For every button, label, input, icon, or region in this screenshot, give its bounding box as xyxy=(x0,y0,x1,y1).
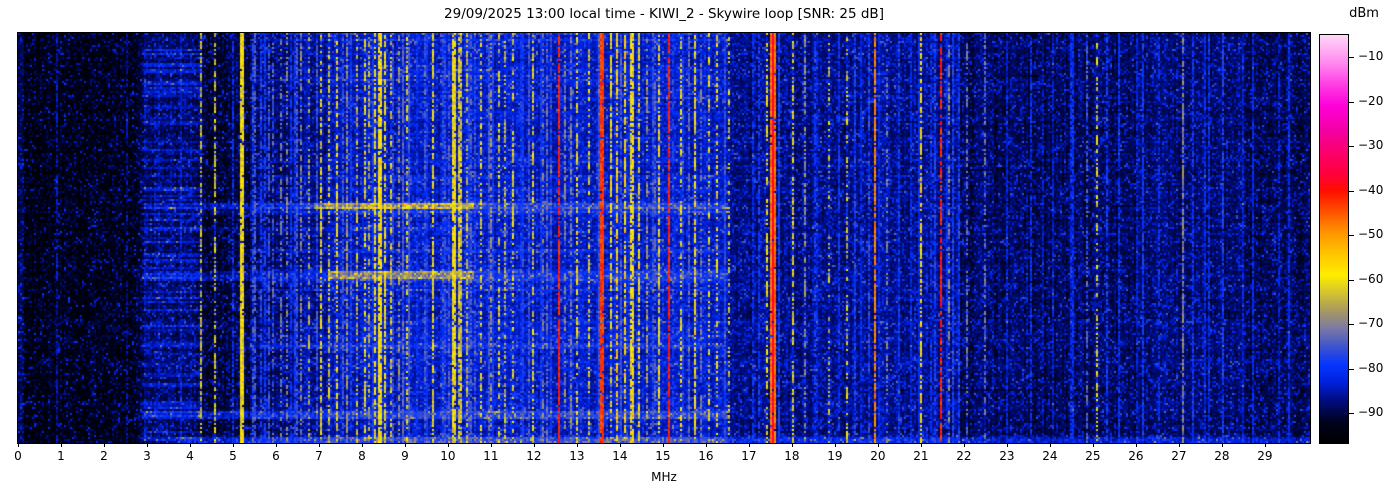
colorbar-tick-mark xyxy=(1349,101,1354,103)
x-tick-mark xyxy=(1264,443,1266,447)
x-tick-label: 9 xyxy=(401,449,409,463)
colorbar-tick-label: −90 xyxy=(1358,405,1384,420)
x-tick-label: 28 xyxy=(1214,449,1230,463)
x-tick-mark xyxy=(834,443,836,447)
colorbar-tick-label: −50 xyxy=(1358,227,1384,242)
colorbar-tick-label: −80 xyxy=(1358,360,1384,375)
x-tick-mark xyxy=(189,443,191,447)
x-tick-label: 12 xyxy=(526,449,542,463)
x-tick-label: 24 xyxy=(1042,449,1058,463)
x-tick-mark xyxy=(877,443,879,447)
colorbar-tick-label: −70 xyxy=(1358,316,1384,331)
plot-title: 29/09/2025 13:00 local time - KIWI_2 - S… xyxy=(444,6,884,22)
x-tick-label: 27 xyxy=(1171,449,1187,463)
x-tick-label: 6 xyxy=(272,449,280,463)
colorbar-tick-mark xyxy=(1349,190,1354,192)
x-tick-label: 8 xyxy=(358,449,366,463)
x-tick-mark xyxy=(490,443,492,447)
x-tick-label: 3 xyxy=(143,449,151,463)
x-tick-label: 23 xyxy=(999,449,1015,463)
x-axis-label: MHz xyxy=(651,470,677,484)
x-tick-label: 4 xyxy=(186,449,194,463)
colorbar xyxy=(1319,34,1349,444)
x-tick-mark xyxy=(662,443,664,447)
x-tick-mark xyxy=(361,443,363,447)
colorbar-tick-mark xyxy=(1349,57,1354,59)
colorbar-title: dBm xyxy=(1349,6,1379,21)
x-tick-mark xyxy=(18,443,19,447)
x-tick-mark xyxy=(576,443,578,447)
x-tick-label: 22 xyxy=(956,449,972,463)
x-tick-mark xyxy=(920,443,922,447)
colorbar-tick-mark xyxy=(1349,368,1354,370)
x-tick-mark xyxy=(619,443,621,447)
x-tick-mark xyxy=(146,443,148,447)
x-tick-label: 17 xyxy=(741,449,757,463)
x-tick-label: 18 xyxy=(784,449,800,463)
x-tick-mark xyxy=(1092,443,1094,447)
waterfall-canvas xyxy=(18,33,1310,443)
x-tick-label: 2 xyxy=(100,449,108,463)
x-tick-label: 7 xyxy=(315,449,323,463)
x-tick-mark xyxy=(232,443,234,447)
x-tick-mark xyxy=(791,443,793,447)
colorbar-tick-mark xyxy=(1349,413,1354,415)
colorbar-tick-mark xyxy=(1349,235,1354,237)
colorbar-tick-mark xyxy=(1349,324,1354,326)
x-tick-mark xyxy=(1135,443,1137,447)
x-tick-mark xyxy=(1049,443,1051,447)
x-tick-label: 19 xyxy=(827,449,843,463)
x-tick-label: 15 xyxy=(655,449,671,463)
colorbar-tick-mark xyxy=(1349,279,1354,281)
x-tick-mark xyxy=(1178,443,1180,447)
colorbar-tick-label: −10 xyxy=(1358,49,1384,64)
waterfall-plot xyxy=(17,32,1311,444)
x-tick-label: 26 xyxy=(1128,449,1144,463)
x-tick-mark xyxy=(275,443,277,447)
x-tick-label: 29 xyxy=(1257,449,1273,463)
x-tick-mark xyxy=(447,443,449,447)
x-tick-mark xyxy=(404,443,406,447)
x-tick-mark xyxy=(1221,443,1223,447)
x-tick-mark xyxy=(318,443,320,447)
colorbar-canvas xyxy=(1320,35,1348,443)
colorbar-tick-label: −40 xyxy=(1358,182,1384,197)
x-tick-mark xyxy=(963,443,965,447)
x-tick-label: 25 xyxy=(1085,449,1101,463)
x-tick-label: 11 xyxy=(483,449,499,463)
colorbar-tick-mark xyxy=(1349,146,1354,148)
x-tick-mark xyxy=(60,443,62,447)
x-tick-label: 20 xyxy=(870,449,886,463)
x-tick-label: 14 xyxy=(612,449,628,463)
x-tick-mark xyxy=(103,443,105,447)
x-tick-mark xyxy=(748,443,750,447)
colorbar-tick-label: −60 xyxy=(1358,271,1384,286)
x-tick-label: 5 xyxy=(229,449,237,463)
x-tick-label: 0 xyxy=(14,449,22,463)
x-tick-label: 21 xyxy=(913,449,929,463)
x-tick-mark xyxy=(533,443,535,447)
colorbar-tick-label: −30 xyxy=(1358,138,1384,153)
x-tick-label: 16 xyxy=(698,449,714,463)
x-tick-label: 1 xyxy=(57,449,65,463)
x-tick-mark xyxy=(705,443,707,447)
colorbar-tick-label: −20 xyxy=(1358,93,1384,108)
x-tick-label: 13 xyxy=(569,449,585,463)
x-tick-label: 10 xyxy=(440,449,456,463)
x-tick-mark xyxy=(1006,443,1008,447)
